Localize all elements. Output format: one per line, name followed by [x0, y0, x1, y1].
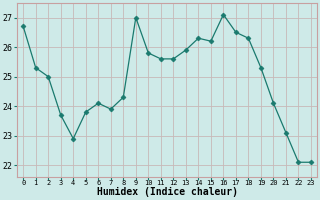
X-axis label: Humidex (Indice chaleur): Humidex (Indice chaleur): [97, 187, 237, 197]
